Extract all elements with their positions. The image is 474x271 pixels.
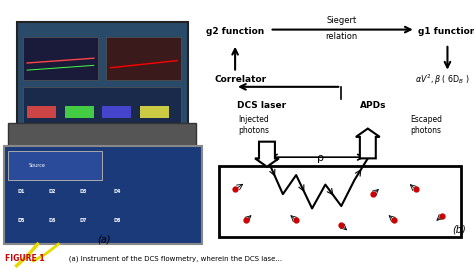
Bar [140, 106, 169, 118]
Text: D8: D8 [113, 218, 120, 223]
FancyArrow shape [356, 128, 380, 158]
Text: D3: D3 [80, 189, 87, 194]
Text: g1 function: g1 function [419, 27, 474, 37]
Text: D5: D5 [17, 218, 25, 223]
Text: FIGURE 1: FIGURE 1 [5, 254, 45, 263]
Text: D7: D7 [80, 218, 87, 223]
Bar [17, 22, 188, 127]
Text: (a): (a) [98, 234, 111, 244]
Text: APDs: APDs [360, 101, 386, 110]
Text: (a) Instrument of the DCS flowmetry, wherein the DCS lase...: (a) Instrument of the DCS flowmetry, whe… [62, 256, 282, 262]
Bar [4, 146, 202, 244]
Text: D2: D2 [48, 189, 56, 194]
Text: Source: Source [29, 163, 46, 168]
Bar [23, 37, 98, 80]
Bar [219, 166, 461, 237]
Text: DCS laser: DCS laser [237, 101, 286, 110]
Bar [9, 122, 196, 146]
Text: Correlator: Correlator [214, 75, 266, 84]
Text: relation: relation [325, 32, 357, 41]
Bar [106, 37, 182, 80]
Text: $\alpha V^2,\beta$ ( 6D$_B$ ): $\alpha V^2,\beta$ ( 6D$_B$ ) [415, 72, 470, 87]
Text: D4: D4 [113, 189, 120, 194]
Text: ρ: ρ [317, 153, 324, 163]
FancyArrow shape [255, 142, 279, 167]
Text: Escaped
photons: Escaped photons [410, 115, 442, 135]
Text: (b): (b) [452, 225, 466, 235]
Text: g2 function: g2 function [206, 27, 264, 37]
Bar [64, 106, 94, 118]
Text: D6: D6 [48, 218, 56, 223]
Text: Injected
photons: Injected photons [238, 115, 269, 135]
Bar [9, 151, 102, 180]
Text: Siegert: Siegert [326, 15, 356, 25]
Bar [23, 87, 182, 122]
Bar [102, 106, 131, 118]
Bar [27, 106, 56, 118]
Text: D1: D1 [17, 189, 25, 194]
